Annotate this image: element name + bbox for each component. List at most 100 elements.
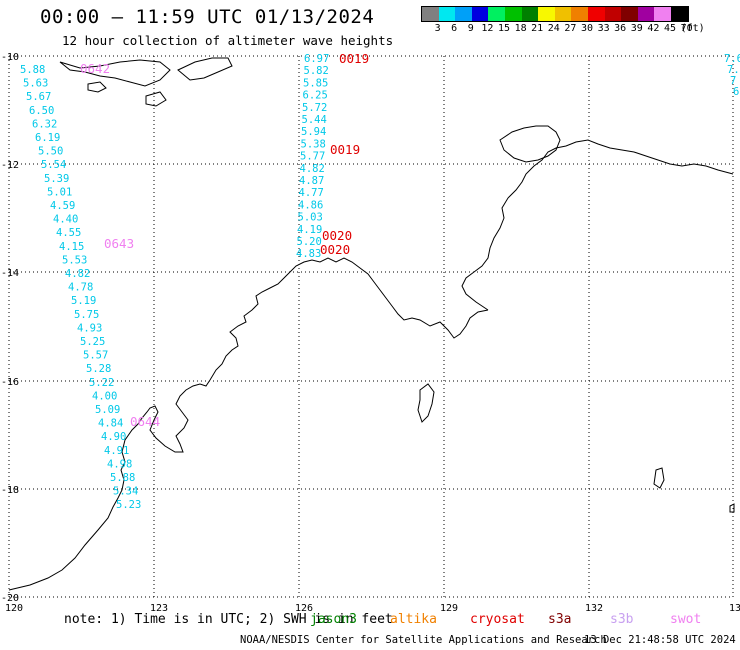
wave-height-label: 6.97 — [304, 53, 329, 65]
wave-height-label: 5.63 — [23, 78, 48, 90]
wave-height-label: 4.19 — [297, 224, 322, 236]
pass-time-label: 0020 — [320, 242, 350, 257]
wave-height-label: 4.59 — [50, 200, 75, 212]
wave-height-label: 5.34 — [113, 486, 138, 498]
legend-label-30: 30 — [580, 23, 594, 34]
legend-swatch-6 — [438, 7, 456, 21]
legend-label-45: 45 — [663, 23, 677, 34]
coastline-segment — [461, 139, 734, 311]
color-legend: 3 6 9 12 15 18 21 24 27 30 33 36 39 42 45 70 (ft) — [421, 6, 705, 36]
wave-height-label: 4.91 — [104, 445, 129, 457]
coastline-segment — [499, 125, 561, 163]
legend-unit: (ft) — [680, 23, 705, 34]
wave-height-label: 5.28 — [86, 363, 111, 375]
wave-height-label: 5.01 — [47, 186, 72, 198]
legend-swatch-3 — [422, 7, 439, 21]
lon-label: 126 — [295, 603, 313, 614]
legend-swatch-12 — [471, 7, 489, 21]
page-subtitle: 12 hour collection of altimeter wave hei… — [62, 33, 394, 48]
generated-timestamp: 13 Dec 21:48:58 UTC 2024 — [584, 634, 736, 646]
satellite-label-swot: swot — [670, 612, 702, 627]
wave-height-label: 5.72 — [302, 102, 327, 114]
wave-height-label: 6.32 — [32, 118, 57, 130]
legend-swatch-24 — [538, 7, 555, 21]
legend-swatch-30 — [571, 7, 588, 21]
wave-height-label: 4.00 — [92, 390, 117, 402]
legend-label-21: 21 — [531, 23, 544, 34]
coastline-segment — [59, 59, 171, 87]
legend-swatch-39 — [621, 7, 638, 21]
pass-time-label: 0020 — [322, 228, 352, 243]
wave-height-label: 5.53 — [62, 254, 87, 266]
wave-height-label: 4.87 — [299, 175, 324, 187]
legend-swatch-70 — [670, 7, 688, 21]
lon-label: 123 — [150, 603, 168, 614]
wave-height-label: 4.82 — [65, 268, 90, 280]
pass-time-label: 0643 — [104, 236, 134, 251]
legend-swatch-15 — [488, 7, 505, 21]
wave-height-label: 6.25 — [303, 90, 328, 102]
wave-height-label: 5.22 — [89, 377, 114, 389]
legend-swatch-45 — [654, 7, 671, 21]
lon-label: 120 — [5, 603, 23, 614]
coastline-segment — [8, 257, 489, 591]
legend-swatch-18 — [504, 7, 522, 21]
wave-height-label: 5.19 — [71, 295, 96, 307]
wave-height-label: 6 — [733, 86, 739, 98]
legend-label-27: 27 — [564, 23, 577, 34]
lat-label: -18 — [1, 485, 19, 496]
lon-label: 132 — [585, 603, 603, 614]
legend-label-15: 15 — [497, 23, 511, 34]
lat-label: -14 — [1, 268, 19, 279]
legend-swatch-42 — [637, 7, 655, 21]
lon-label: 129 — [440, 603, 458, 614]
coastline-segment — [653, 467, 665, 489]
coastline-segment — [729, 503, 735, 513]
coastline — [8, 57, 735, 591]
wave-height-label: 5.39 — [44, 173, 69, 185]
legend-swatch-9 — [455, 7, 472, 21]
legend-label-36: 36 — [614, 23, 627, 34]
pass-time-label: 0644 — [130, 414, 160, 429]
legend-swatch-36 — [604, 7, 622, 21]
wave-height-label: 4.98 — [107, 458, 132, 470]
wave-height-label: 4.83 — [296, 248, 321, 260]
wave-height-label: 7. — [727, 64, 740, 76]
lat-label: -10 — [1, 52, 19, 63]
wave-height-label: 5.88 — [20, 64, 45, 76]
satellite-label-jason3: jason3 — [310, 612, 357, 627]
wave-height-label: 5.82 — [304, 65, 329, 77]
wave-height-label: 5.88 — [110, 472, 135, 484]
wave-height-label: 7 — [730, 75, 736, 87]
coastline-segment — [417, 383, 435, 423]
wave-height-label: 4.82 — [300, 163, 325, 175]
wave-height-label: 4.84 — [98, 418, 123, 430]
page-title: 00:00 – 11:59 UTC 01/13/2024 — [40, 6, 375, 28]
wave-height-label: 5.03 — [298, 212, 323, 224]
wave-height-label: 5.57 — [83, 350, 108, 362]
pass-time-label: 0642 — [80, 61, 110, 76]
wave-height-label: 5.77 — [300, 151, 325, 163]
wave-height-label: 5.85 — [303, 77, 328, 89]
lat-label: -20 — [1, 593, 19, 604]
legend-label-70: 70 — [680, 23, 693, 34]
legend-swatch-21 — [521, 7, 539, 21]
wave-height-label: 6.19 — [35, 132, 60, 144]
legend-label-3: 3 — [434, 23, 441, 34]
wave-height-labels: 5.88 5.635.67 6.506.32 6.19 5.505.54 5.395.01… — [20, 53, 740, 511]
legend-label-39: 39 — [630, 23, 643, 34]
satellite-label-s3b: s3b — [610, 612, 634, 627]
wave-height-label: 6.50 — [29, 105, 54, 117]
legend-label-33: 33 — [597, 23, 610, 34]
legend-swatch-27 — [554, 7, 572, 21]
satellite-label-s3a: s3a — [548, 612, 572, 627]
legend-label-18: 18 — [514, 23, 527, 34]
wave-height-label: 4.55 — [56, 227, 81, 239]
legend-swatch-33 — [587, 7, 605, 21]
lon-label: 135 — [729, 603, 740, 614]
coastline-segment — [145, 91, 167, 107]
wave-height-label: 5.23 — [116, 499, 141, 511]
wave-height-label: 5.44 — [302, 114, 327, 126]
lat-label: -16 — [1, 377, 19, 388]
